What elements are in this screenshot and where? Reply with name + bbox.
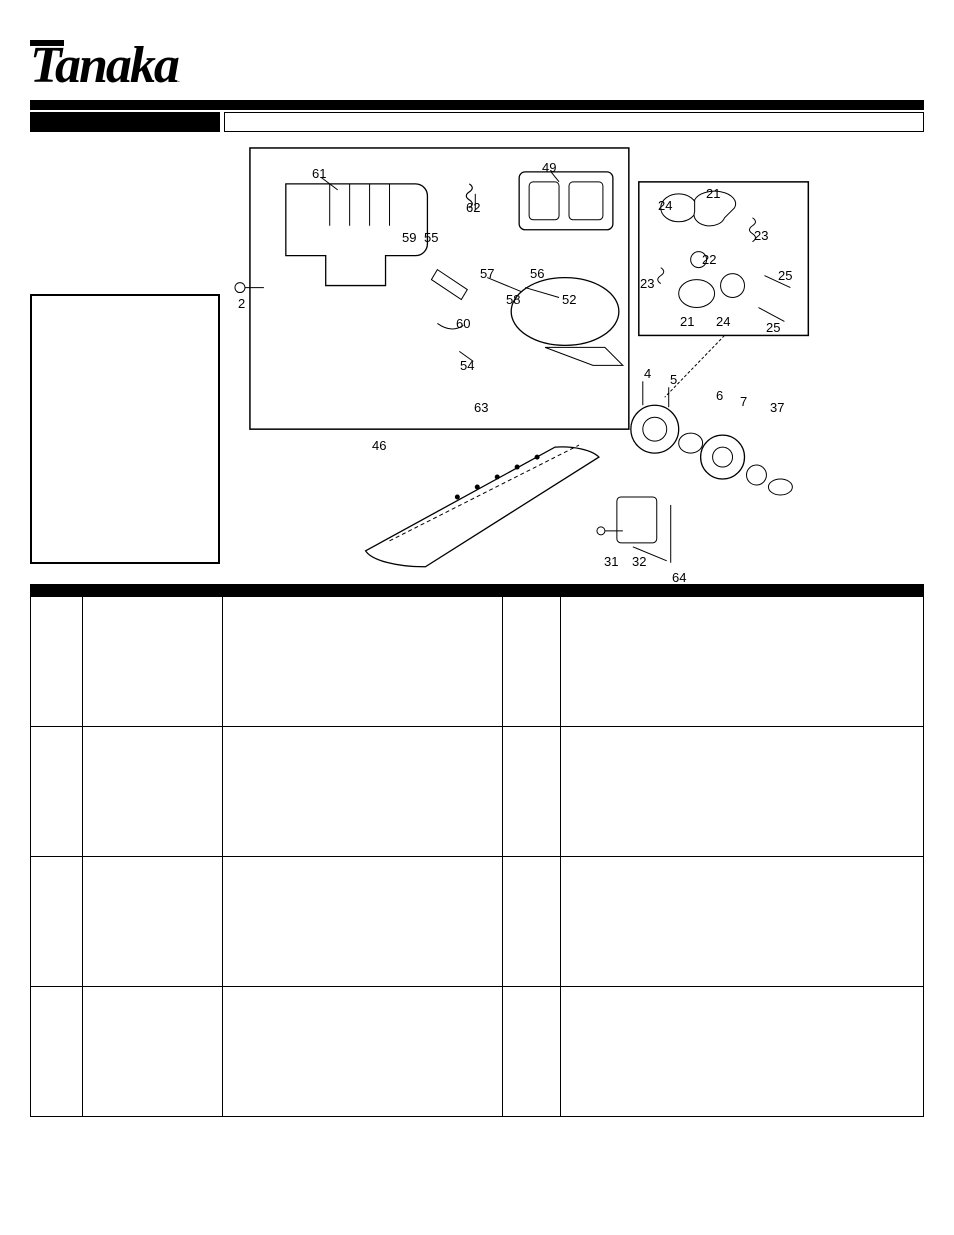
callout-58: 58: [506, 292, 520, 307]
callout-24: 24: [658, 198, 672, 213]
callout-61: 61: [312, 166, 326, 181]
callout-25: 25: [766, 320, 780, 335]
table-row: [31, 727, 924, 857]
mid-area: 6149625955257565852605463462421232223212…: [30, 138, 924, 578]
callout-55: 55: [424, 230, 438, 245]
callout-6: 6: [716, 388, 723, 403]
table-cell: [223, 727, 503, 857]
table-cell: [83, 987, 223, 1117]
table-cell: [561, 987, 924, 1117]
table-cell: [223, 857, 503, 987]
callout-57: 57: [480, 266, 494, 281]
callout-63: 63: [474, 400, 488, 415]
parts-table: [30, 596, 924, 1117]
table-cell: [223, 597, 503, 727]
callout-37: 37: [770, 400, 784, 415]
exploded-diagram: 6149625955257565852605463462421232223212…: [226, 138, 924, 578]
callout-25: 25: [778, 268, 792, 283]
callout-56: 56: [530, 266, 544, 281]
callout-4: 4: [644, 366, 651, 381]
callout-23: 23: [754, 228, 768, 243]
callout-23: 23: [640, 276, 654, 291]
table-cell: [503, 857, 561, 987]
callout-7: 7: [740, 394, 747, 409]
table-cell: [561, 857, 924, 987]
title-row: [30, 112, 924, 132]
callout-49: 49: [542, 160, 556, 175]
callout-52: 52: [562, 292, 576, 307]
title-left-block: [30, 112, 220, 132]
callout-24: 24: [716, 314, 730, 329]
table-cell: [83, 597, 223, 727]
table-cell: [31, 597, 83, 727]
side-note-box: [30, 294, 220, 564]
callout-22: 22: [702, 252, 716, 267]
callout-54: 54: [460, 358, 474, 373]
callout-2: 2: [238, 296, 245, 311]
top-rule: [30, 100, 924, 110]
callout-31: 31: [604, 554, 618, 569]
callout-60: 60: [456, 316, 470, 331]
table-cell: [561, 727, 924, 857]
table-cell: [83, 727, 223, 857]
callout-32: 32: [632, 554, 646, 569]
table-cell: [503, 727, 561, 857]
brand-logo: Tanaka.: [30, 40, 180, 92]
table-cell: [223, 987, 503, 1117]
brand-text: Tanaka: [30, 37, 178, 94]
callout-21: 21: [680, 314, 694, 329]
table-row: [31, 597, 924, 727]
title-right-box: [224, 112, 924, 132]
callout-62: 62: [466, 200, 480, 215]
callout-46: 46: [372, 438, 386, 453]
callout-64: 64: [672, 570, 686, 585]
table-row: [31, 857, 924, 987]
callout-5: 5: [670, 372, 677, 387]
table-cell: [83, 857, 223, 987]
table-cell: [503, 597, 561, 727]
table-cell: [31, 727, 83, 857]
diagram-svg: [226, 138, 924, 577]
table-cell: [31, 857, 83, 987]
table-cell: [31, 987, 83, 1117]
table-cell: [561, 597, 924, 727]
callout-59: 59: [402, 230, 416, 245]
table-row: [31, 987, 924, 1117]
table-top-rule: [30, 584, 924, 596]
brand-trailing: .: [178, 75, 180, 84]
callout-21: 21: [706, 186, 720, 201]
table-cell: [503, 987, 561, 1117]
